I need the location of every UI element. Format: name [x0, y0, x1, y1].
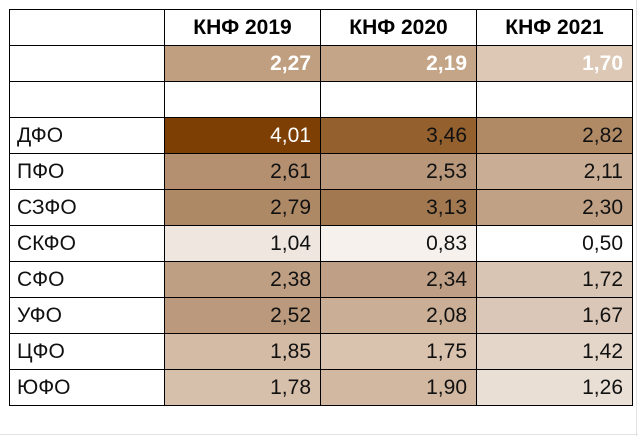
value-cell[interactable]: 2,52 [164, 297, 321, 334]
empty-cell[interactable] [9, 81, 165, 118]
region-row: СЗФО 2,79 3,13 2,30 [9, 189, 633, 226]
value-cell[interactable]: 0,83 [320, 225, 477, 262]
sheet-gridline [0, 434, 638, 435]
value-cell[interactable]: 4,01 [164, 117, 321, 154]
region-row: ДФО 4,01 3,46 2,82 [9, 117, 633, 154]
column-header[interactable]: КНФ 2020 [320, 9, 477, 46]
region-row: ЮФО 1,78 1,90 1,26 [9, 369, 633, 406]
region-row: ЦФО 1,85 1,75 1,42 [9, 333, 633, 370]
region-label[interactable]: ПФО [9, 153, 165, 190]
empty-cell[interactable] [476, 81, 633, 118]
value-cell[interactable]: 3,46 [320, 117, 477, 154]
value-cell[interactable]: 2,53 [320, 153, 477, 190]
value-cell[interactable]: 2,11 [476, 153, 633, 190]
region-label[interactable]: ДФО [9, 117, 165, 154]
region-label[interactable]: СКФО [9, 225, 165, 262]
value-cell[interactable]: 1,90 [320, 369, 477, 406]
spacer-row [9, 81, 633, 118]
value-cell[interactable]: 1,04 [164, 225, 321, 262]
value-cell[interactable]: 1,67 [476, 297, 633, 334]
corner-cell[interactable] [9, 9, 165, 46]
value-cell[interactable]: 2,30 [476, 189, 633, 226]
value-cell[interactable]: 3,13 [320, 189, 477, 226]
region-row: УФО 2,52 2,08 1,67 [9, 297, 633, 334]
value-cell[interactable]: 1,72 [476, 261, 633, 298]
empty-cell[interactable] [320, 81, 477, 118]
value-cell[interactable]: 2,79 [164, 189, 321, 226]
empty-cell[interactable] [164, 81, 321, 118]
total-cell[interactable]: 2,19 [320, 45, 477, 82]
region-row: СКФО 1,04 0,83 0,50 [9, 225, 633, 262]
value-cell[interactable]: 1,85 [164, 333, 321, 370]
header-row: КНФ 2019 КНФ 2020 КНФ 2021 [9, 9, 633, 46]
total-cell[interactable]: 2,27 [164, 45, 321, 82]
region-row: ПФО 2,61 2,53 2,11 [9, 153, 633, 190]
sheet-gridline [636, 0, 637, 436]
region-row: СФО 2,38 2,34 1,72 [9, 261, 633, 298]
row-label[interactable] [9, 45, 165, 82]
region-label[interactable]: СЗФО [9, 189, 165, 226]
value-cell[interactable]: 2,38 [164, 261, 321, 298]
value-cell[interactable]: 0,50 [476, 225, 633, 262]
value-cell[interactable]: 1,78 [164, 369, 321, 406]
value-cell[interactable]: 2,34 [320, 261, 477, 298]
column-header[interactable]: КНФ 2021 [476, 9, 633, 46]
region-label[interactable]: ЮФО [9, 369, 165, 406]
value-cell[interactable]: 2,08 [320, 297, 477, 334]
value-cell[interactable]: 1,42 [476, 333, 633, 370]
value-cell[interactable]: 2,82 [476, 117, 633, 154]
column-header[interactable]: КНФ 2019 [164, 9, 321, 46]
region-label[interactable]: ЦФО [9, 333, 165, 370]
value-cell[interactable]: 2,61 [164, 153, 321, 190]
region-label[interactable]: УФО [9, 297, 165, 334]
value-cell[interactable]: 1,26 [476, 369, 633, 406]
total-cell[interactable]: 1,70 [476, 45, 633, 82]
region-label[interactable]: СФО [9, 261, 165, 298]
value-cell[interactable]: 1,75 [320, 333, 477, 370]
data-table: КНФ 2019 КНФ 2020 КНФ 2021 2,27 2,19 1,7… [9, 9, 633, 406]
totals-row: 2,27 2,19 1,70 [9, 45, 633, 82]
